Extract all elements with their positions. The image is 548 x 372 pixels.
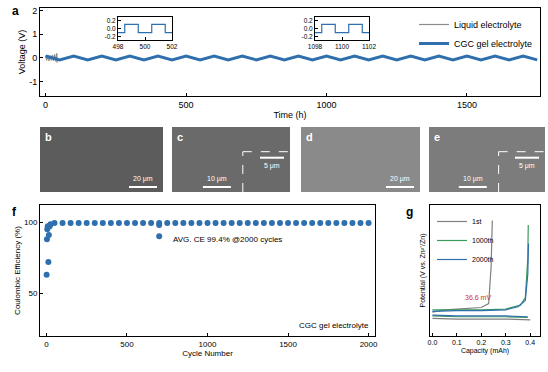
svg-text:0.2: 0.2 bbox=[304, 17, 313, 24]
svg-text:0.2: 0.2 bbox=[476, 339, 486, 346]
svg-text:-0.2: -0.2 bbox=[104, 33, 116, 40]
svg-text:f: f bbox=[12, 205, 17, 219]
svg-text:500: 500 bbox=[179, 100, 194, 110]
svg-text:CGC gel electrolyte: CGC gel electrolyte bbox=[454, 39, 532, 49]
svg-text:1500: 1500 bbox=[457, 100, 477, 110]
svg-text:c: c bbox=[177, 131, 183, 143]
svg-text:1: 1 bbox=[32, 29, 37, 39]
svg-text:0.0: 0.0 bbox=[304, 25, 313, 32]
svg-text:10 μm: 10 μm bbox=[463, 175, 483, 183]
svg-text:2000th: 2000th bbox=[472, 256, 494, 263]
svg-text:e: e bbox=[434, 131, 440, 143]
svg-text:50: 50 bbox=[28, 289, 37, 298]
svg-text:d: d bbox=[306, 131, 313, 143]
svg-text:0.1: 0.1 bbox=[452, 339, 462, 346]
svg-text:1000: 1000 bbox=[317, 100, 337, 110]
svg-text:Time (h): Time (h) bbox=[273, 110, 306, 120]
svg-text:1st: 1st bbox=[472, 218, 481, 225]
svg-text:1000th: 1000th bbox=[472, 237, 494, 244]
svg-text:5 μm: 5 μm bbox=[264, 162, 280, 170]
svg-text:0.3: 0.3 bbox=[501, 339, 511, 346]
svg-text:10 μm: 10 μm bbox=[207, 175, 227, 183]
svg-text:20 μm: 20 μm bbox=[390, 175, 410, 183]
svg-text:5 μm: 5 μm bbox=[519, 162, 535, 170]
svg-text:2: 2 bbox=[32, 6, 37, 16]
svg-text:-1: -1 bbox=[29, 77, 37, 87]
svg-text:AVG. CE 99.4% @2000 cycles: AVG. CE 99.4% @2000 cycles bbox=[173, 235, 282, 244]
svg-text:502: 502 bbox=[167, 43, 178, 50]
svg-text:1100: 1100 bbox=[335, 43, 349, 50]
svg-text:2000: 2000 bbox=[360, 340, 378, 349]
svg-text:498: 498 bbox=[113, 43, 124, 50]
svg-text:g: g bbox=[406, 205, 413, 219]
svg-text:-0.2: -0.2 bbox=[301, 33, 313, 40]
svg-text:500: 500 bbox=[140, 43, 151, 50]
svg-text:500: 500 bbox=[120, 340, 134, 349]
svg-text:0.2: 0.2 bbox=[107, 17, 116, 24]
svg-text:0: 0 bbox=[43, 100, 48, 110]
svg-text:Voltage (V): Voltage (V) bbox=[17, 30, 27, 75]
svg-text:1000: 1000 bbox=[199, 340, 217, 349]
svg-text:a: a bbox=[12, 4, 19, 18]
svg-text:0.0: 0.0 bbox=[428, 339, 438, 346]
svg-text:1102: 1102 bbox=[362, 43, 376, 50]
svg-text:CGC gel electrolyte: CGC gel electrolyte bbox=[299, 321, 369, 330]
svg-text:1098: 1098 bbox=[308, 43, 323, 50]
svg-text:b: b bbox=[45, 131, 52, 143]
svg-text:Coulombic Efficiency (%): Coulombic Efficiency (%) bbox=[13, 226, 22, 315]
svg-text:0.4: 0.4 bbox=[525, 339, 535, 346]
svg-text:Potential (V vs. Zn²⁺/Zn): Potential (V vs. Zn²⁺/Zn) bbox=[419, 234, 427, 308]
svg-text:100: 100 bbox=[24, 218, 38, 227]
svg-text:20 μm: 20 μm bbox=[133, 175, 153, 183]
svg-text:0: 0 bbox=[44, 340, 49, 349]
svg-text:0: 0 bbox=[32, 53, 37, 63]
svg-text:36.6 mV: 36.6 mV bbox=[465, 294, 491, 301]
svg-text:Cycle Number: Cycle Number bbox=[182, 349, 233, 358]
svg-text:Liquid electrolyte: Liquid electrolyte bbox=[454, 20, 522, 30]
svg-text:Capacity (mAh): Capacity (mAh) bbox=[461, 347, 509, 355]
svg-text:0.0: 0.0 bbox=[107, 25, 116, 32]
svg-text:1500: 1500 bbox=[279, 340, 297, 349]
